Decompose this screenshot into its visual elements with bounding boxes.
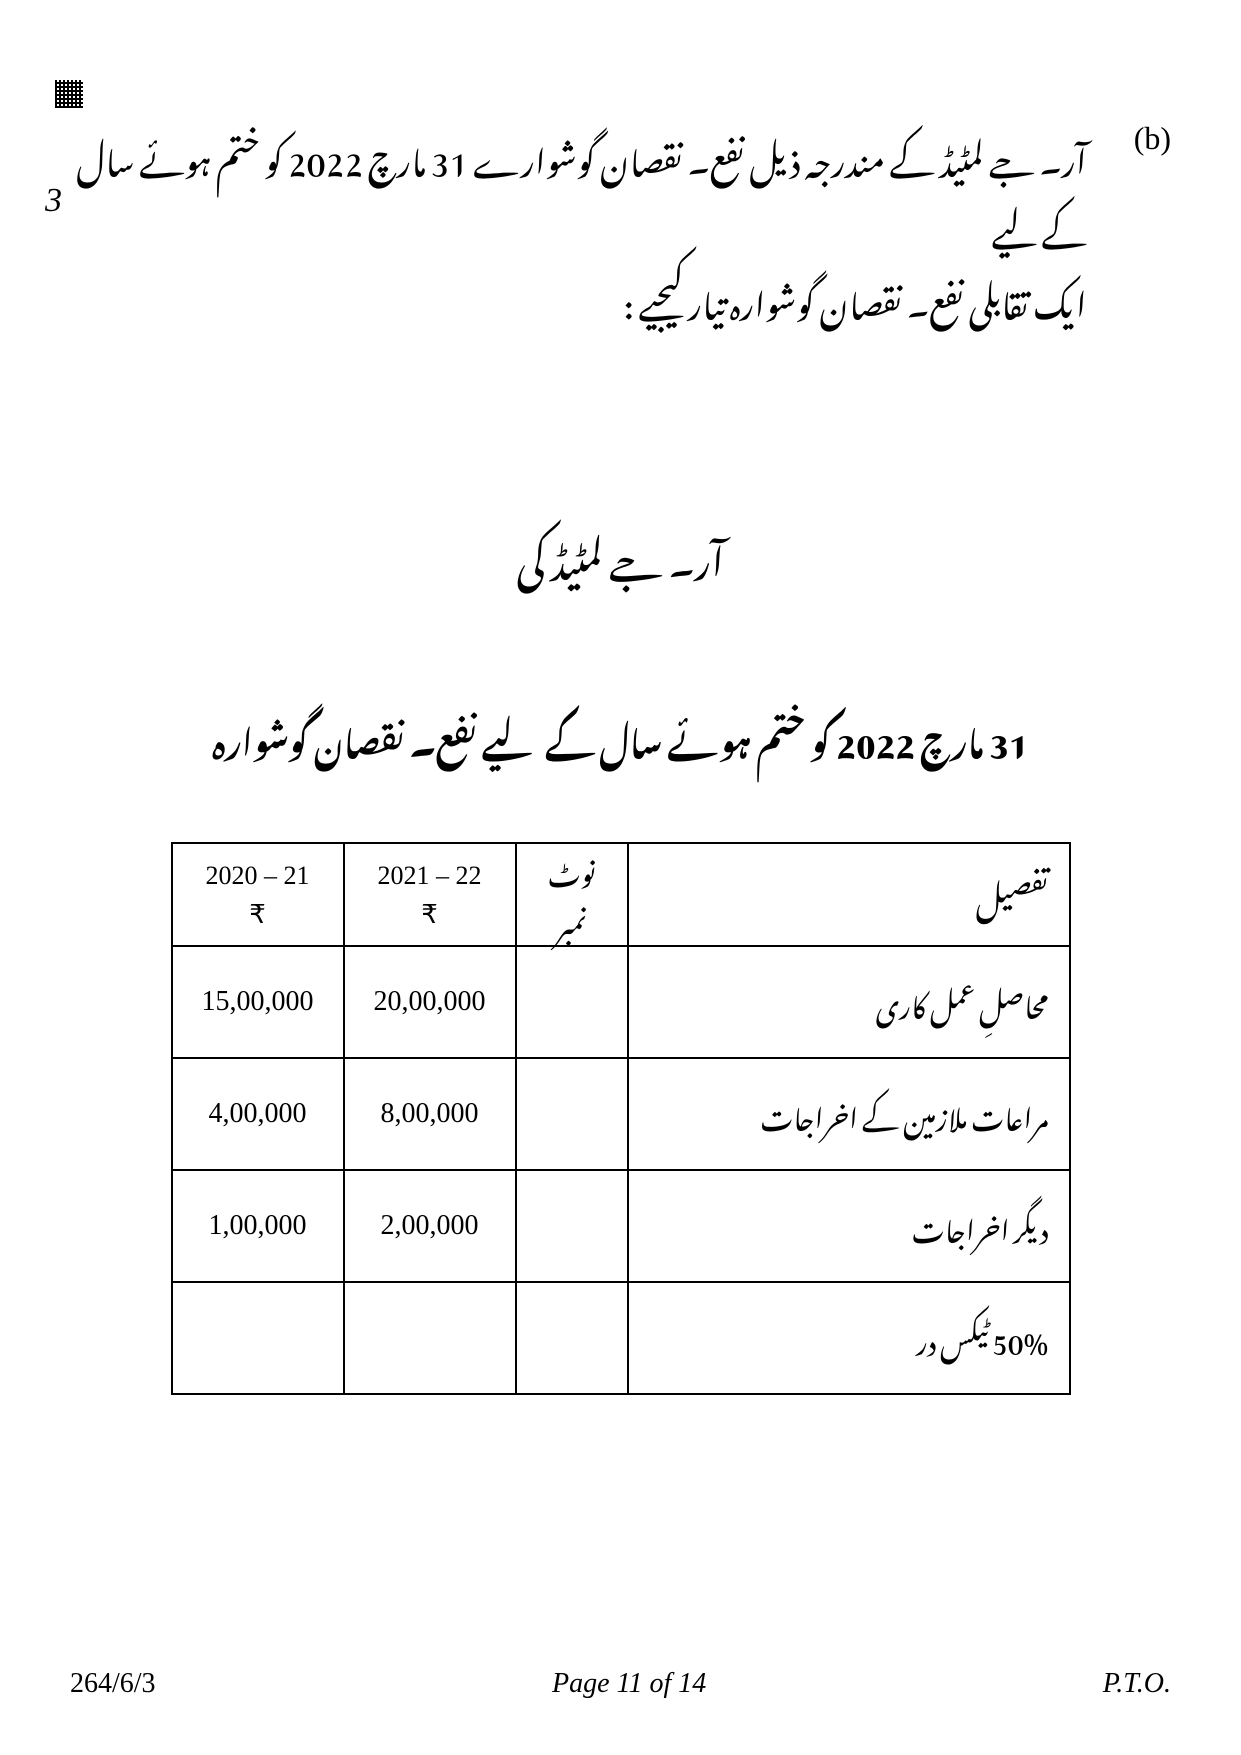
question-text-line2: ایک تقابلی نفع۔ نقصان گوشوارہ تیار کیجیے… bbox=[623, 256, 1087, 341]
page-footer: 264/6/3 Page 11 of 14 P.T.O. bbox=[70, 1668, 1171, 1700]
cell-current bbox=[344, 1282, 516, 1394]
col-header-current-year: 2021 – 22 ₹ bbox=[344, 843, 516, 946]
current-year-label: 2021 – 22 bbox=[378, 861, 482, 890]
marks-value: 3 bbox=[45, 182, 62, 220]
table-row: 50% ٹیکس در bbox=[172, 1282, 1070, 1394]
note-no-line2: نمبر bbox=[556, 885, 587, 955]
page-number: Page 11 of 14 bbox=[552, 1668, 706, 1700]
exam-page: (b) آر۔ جے لمٹیڈ کے مندرجہ ذیل نفع۔ نقصا… bbox=[0, 0, 1241, 1755]
cell-current: 20,00,000 bbox=[344, 946, 516, 1058]
cell-note bbox=[516, 1282, 628, 1394]
currency-symbol: ₹ bbox=[249, 900, 266, 929]
cell-note bbox=[516, 946, 628, 1058]
cell-particulars: دیگر اخراجات bbox=[628, 1170, 1070, 1282]
table-row: 15,00,000 20,00,000 محاصلِ عمل کاری bbox=[172, 946, 1070, 1058]
cell-particulars: 50% ٹیکس در bbox=[628, 1282, 1070, 1394]
question-text: آر۔ جے لمٹیڈ کے مندرجہ ذیل نفع۔ نقصان گو… bbox=[70, 120, 1097, 334]
table-header-row: 2020 – 21 ₹ 2021 – 22 ₹ نوٹ نمبر تفصیل bbox=[172, 843, 1070, 946]
qr-code-icon bbox=[55, 80, 83, 108]
pto-label: P.T.O. bbox=[1103, 1668, 1171, 1700]
cell-prev: 1,00,000 bbox=[172, 1170, 344, 1282]
cell-prev: 15,00,000 bbox=[172, 946, 344, 1058]
cell-prev: 4,00,000 bbox=[172, 1058, 344, 1170]
cell-note bbox=[516, 1170, 628, 1282]
table-row: 1,00,000 2,00,000 دیگر اخراجات bbox=[172, 1170, 1070, 1282]
question-text-line1: آر۔ جے لمٹیڈ کے مندرجہ ذیل نفع۔ نقصان گو… bbox=[76, 113, 1087, 269]
col-header-note-no: نوٹ نمبر bbox=[516, 843, 628, 946]
table-row: 4,00,000 8,00,000 مراعات ملازمین کے اخرا… bbox=[172, 1058, 1070, 1170]
currency-symbol: ₹ bbox=[421, 900, 438, 929]
profit-loss-table: 2020 – 21 ₹ 2021 – 22 ₹ نوٹ نمبر تفصیل 1… bbox=[171, 842, 1071, 1395]
prev-year-label: 2020 – 21 bbox=[206, 861, 310, 890]
company-heading: آر۔ جے لمٹیڈ کی bbox=[70, 504, 1171, 604]
col-header-particulars: تفصیل bbox=[628, 843, 1070, 946]
cell-particulars: مراعات ملازمین کے اخراجات bbox=[628, 1058, 1070, 1170]
cell-particulars: محاصلِ عمل کاری bbox=[628, 946, 1070, 1058]
cell-current: 8,00,000 bbox=[344, 1058, 516, 1170]
question-label: (b) bbox=[1121, 120, 1171, 334]
paper-code: 264/6/3 bbox=[70, 1668, 156, 1700]
cell-prev bbox=[172, 1282, 344, 1394]
statement-heading: 31 مارچ 2022 کو ختم ہوئے سال کے لیے نفع۔… bbox=[70, 704, 1171, 772]
cell-current: 2,00,000 bbox=[344, 1170, 516, 1282]
cell-note bbox=[516, 1058, 628, 1170]
col-header-prev-year: 2020 – 21 ₹ bbox=[172, 843, 344, 946]
question-block: (b) آر۔ جے لمٹیڈ کے مندرجہ ذیل نفع۔ نقصا… bbox=[70, 120, 1171, 334]
